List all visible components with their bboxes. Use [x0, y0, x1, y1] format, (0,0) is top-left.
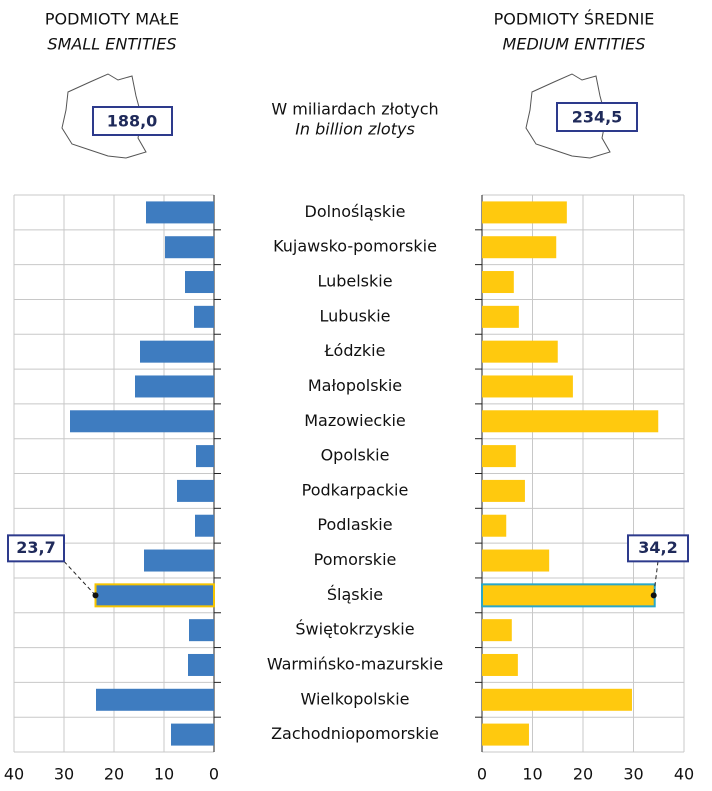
total-box [556, 102, 638, 132]
total-label: 188,0 [107, 112, 158, 131]
bar [482, 549, 550, 572]
category-label: Wielkopolskie [301, 689, 410, 708]
category-label: Kujawsko-pomorskie [273, 237, 437, 256]
callout-line [63, 561, 96, 596]
bar [165, 236, 214, 259]
x-tick-label: 30 [54, 765, 74, 784]
bar [482, 688, 632, 711]
callout-dot [92, 592, 99, 599]
category-label: Śląskie [327, 585, 383, 604]
category-label: Podkarpackie [302, 480, 409, 499]
bar [482, 479, 525, 502]
category-label: Opolskie [321, 446, 390, 465]
bar [195, 514, 214, 537]
category-label: Warmińsko-mazurskie [267, 654, 443, 673]
bar [482, 375, 573, 398]
category-label: Zachodniopomorskie [271, 724, 439, 743]
bar [146, 201, 214, 224]
category-label: Dolnośląskie [305, 202, 406, 221]
category-label: Podlaskie [317, 515, 392, 534]
value-label: 34,2 [638, 538, 677, 557]
bar [482, 305, 519, 328]
bar [482, 236, 557, 259]
map-outline [61, 73, 611, 159]
chart-title: PODMIOTY MAŁE [45, 10, 179, 29]
category-label: Mazowieckie [304, 411, 406, 430]
x-tick-label: 30 [623, 765, 643, 784]
x-tick-label: 40 [674, 765, 694, 784]
bar [196, 445, 214, 468]
bar [188, 653, 214, 676]
total-box [92, 106, 173, 136]
bar [482, 653, 518, 676]
category-label: Lubelskie [317, 272, 392, 291]
chart-subtitle: SMALL ENTITIES [47, 35, 176, 54]
bar [194, 305, 214, 328]
unit-note: In billion zlotys [295, 120, 415, 139]
unit-note: W miliardach złotych [271, 100, 438, 119]
x-tick-label: 0 [209, 765, 219, 784]
bar [171, 723, 214, 746]
bar [177, 479, 214, 502]
bar [482, 410, 659, 433]
bar [481, 583, 656, 608]
bar [482, 723, 529, 746]
bar [189, 619, 214, 642]
bar [482, 201, 567, 224]
callout-line [653, 561, 659, 596]
bar [482, 271, 514, 294]
chart-title: PODMIOTY ŚREDNIE [494, 10, 655, 29]
bar [94, 583, 215, 608]
bar [482, 619, 512, 642]
bar [185, 271, 214, 294]
bar [96, 688, 214, 711]
x-tick-label: 20 [104, 765, 124, 784]
callout-box [627, 534, 689, 563]
category-label: Pomorskie [314, 550, 397, 569]
x-tick-label: 40 [4, 765, 24, 784]
category-label: Lubuskie [320, 306, 391, 325]
callout-dot [650, 592, 657, 599]
category-label: Małopolskie [308, 376, 402, 395]
bar [144, 549, 214, 572]
x-tick-label: 10 [522, 765, 542, 784]
bar [482, 340, 558, 363]
callout-box [7, 534, 65, 563]
total-label: 234,5 [572, 108, 623, 127]
bar [482, 514, 507, 537]
x-tick-label: 20 [573, 765, 593, 784]
value-label: 23,7 [16, 538, 55, 557]
bar [140, 340, 214, 363]
chart-subtitle: MEDIUM ENTITIES [503, 35, 646, 54]
x-tick-label: 0 [477, 765, 487, 784]
bar [70, 410, 214, 433]
bar [482, 445, 516, 468]
category-label: Łódzkie [324, 341, 386, 360]
bar [135, 375, 214, 398]
x-tick-label: 10 [154, 765, 174, 784]
category-label: Świętokrzyskie [295, 620, 414, 639]
